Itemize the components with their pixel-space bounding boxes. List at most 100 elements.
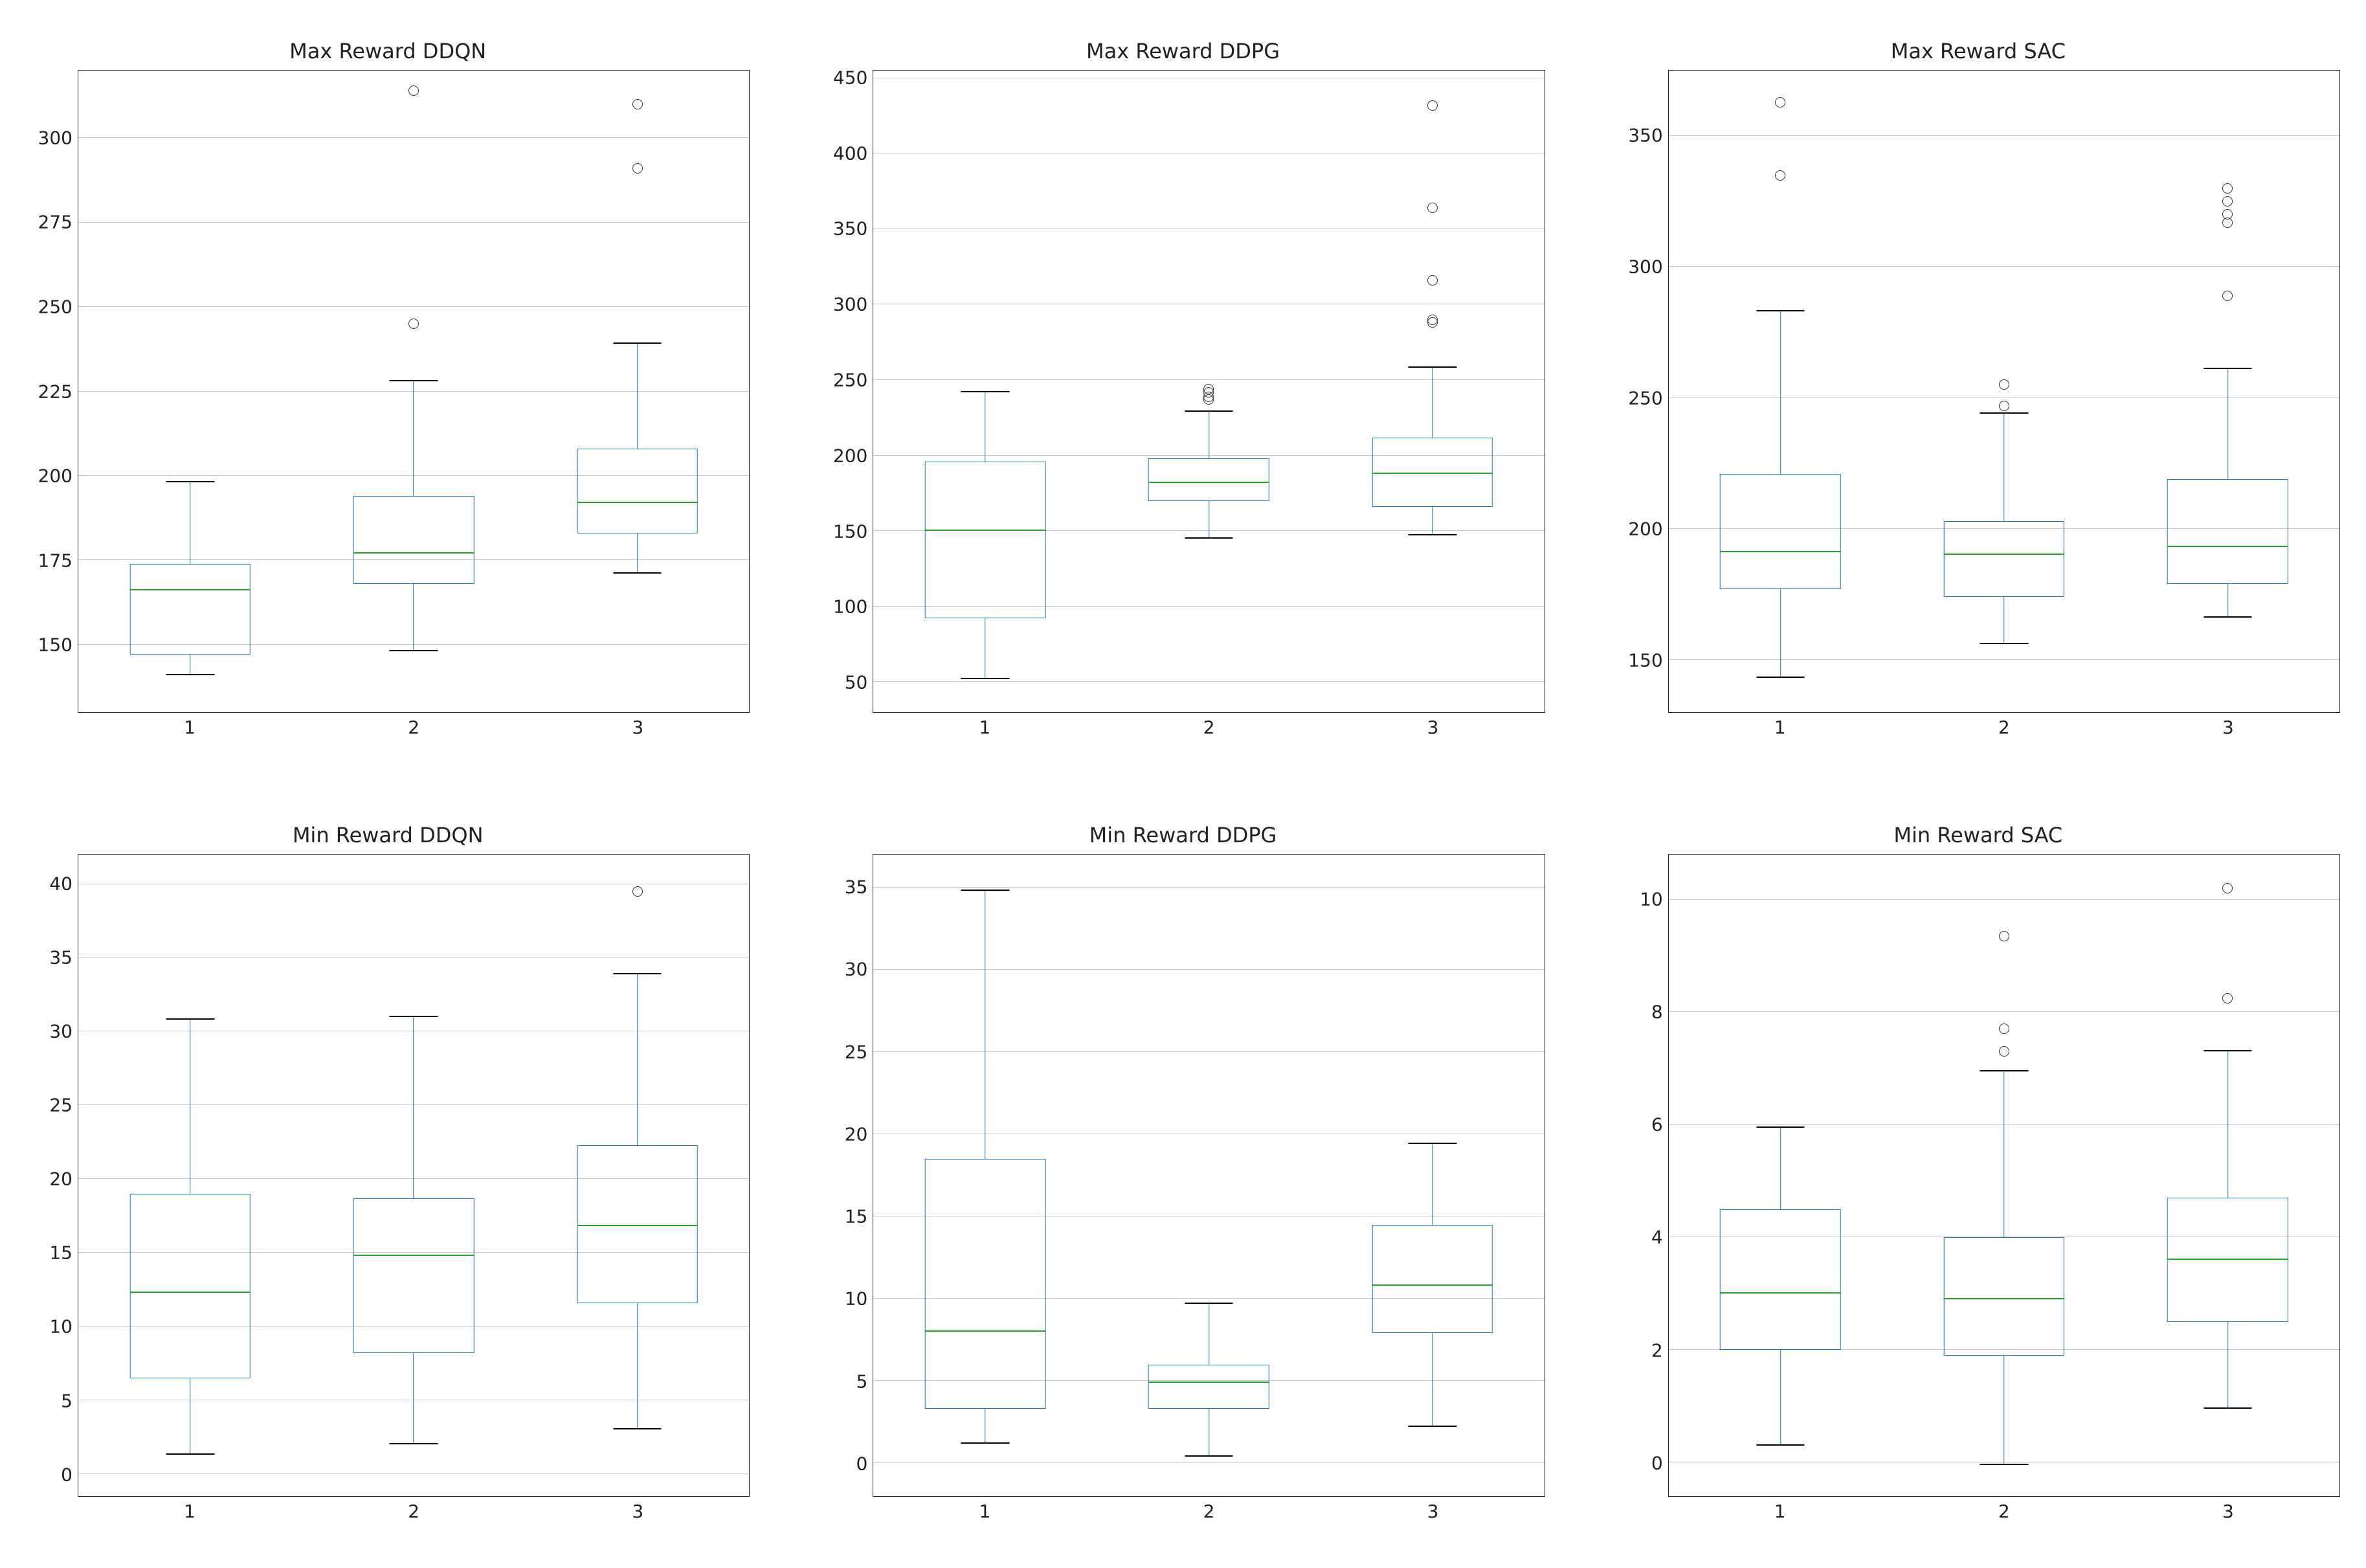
median-line: [1720, 1292, 1841, 1294]
panel-title: Min Reward DDQN: [26, 823, 750, 847]
x-tick-label: 2: [1203, 1501, 1215, 1522]
median-line: [577, 502, 698, 503]
cap-low: [1756, 1444, 1805, 1446]
cap-high: [2204, 1050, 2252, 1051]
y-tick-labels: 05101520253035: [821, 854, 873, 1497]
cap-high: [2204, 368, 2252, 369]
plot-wrap: 05101520253035: [821, 854, 1545, 1497]
y-tick-labels: 50100150200250300350400450: [821, 70, 873, 713]
iqr-box: [1944, 521, 2065, 597]
cap-high: [390, 1016, 438, 1017]
y-tick-label: 20: [845, 1123, 868, 1145]
whisker-high: [637, 974, 638, 1145]
panel-min_ddpg: Min Reward DDPG05101520253035123: [821, 823, 1545, 1529]
x-tick-label: 2: [1998, 1501, 2010, 1522]
iqr-box: [1372, 1225, 1493, 1334]
x-tick-label: 2: [1998, 717, 2010, 738]
whisker-low: [1432, 1333, 1433, 1427]
outlier-marker: [408, 85, 419, 96]
cap-high: [390, 380, 438, 381]
y-tick-label: 450: [833, 67, 867, 88]
y-tick-label: 35: [49, 946, 73, 968]
x-tick-label: 1: [184, 717, 195, 738]
boxplot-group: [577, 855, 698, 1496]
x-tick-label: 3: [1427, 717, 1439, 738]
x-tick-labels: 123: [1668, 713, 2340, 745]
median-line: [129, 589, 251, 590]
whisker-high: [985, 891, 986, 1159]
whisker-low: [1780, 1350, 1781, 1446]
y-tick-label: 10: [49, 1316, 73, 1338]
cap-low: [1756, 677, 1805, 678]
cap-low: [390, 1443, 438, 1444]
y-tick-label: 200: [833, 445, 867, 466]
boxplot-group: [129, 855, 251, 1496]
y-tick-label: 5: [61, 1390, 73, 1411]
y-tick-label: 5: [856, 1371, 868, 1392]
y-tick-label: 275: [38, 212, 73, 233]
plot-area: [1668, 854, 2340, 1497]
cap-high: [613, 973, 662, 974]
median-line: [925, 530, 1046, 531]
panel-min_ddqn: Min Reward DDQN0510152025303540123: [26, 823, 750, 1529]
outlier-marker: [1999, 1024, 2009, 1034]
outlier-marker: [2222, 291, 2233, 301]
iqr-box: [1148, 1365, 1269, 1409]
median-line: [129, 1292, 251, 1293]
cap-high: [961, 890, 1010, 891]
cap-low: [1409, 534, 1457, 535]
y-tick-label: 2: [1651, 1339, 1663, 1361]
outlier-marker: [1999, 1046, 2009, 1057]
whisker-low: [985, 1409, 986, 1443]
cap-high: [1185, 1303, 1233, 1304]
panel-max_ddpg: Max Reward DDPG5010015020025030035040045…: [821, 39, 1545, 745]
cap-low: [961, 678, 1010, 679]
y-tick-label: 300: [1628, 256, 1662, 277]
y-tick-label: 350: [833, 218, 867, 240]
outlier-marker: [2222, 993, 2233, 1003]
median-line: [1372, 473, 1493, 474]
whisker-low: [2003, 597, 2004, 644]
y-tick-label: 250: [833, 369, 867, 390]
whisker-high: [2227, 369, 2228, 479]
y-tick-label: 400: [833, 142, 867, 164]
cap-low: [1185, 537, 1233, 539]
cap-high: [1409, 366, 1457, 368]
panel-title: Max Reward DDPG: [821, 39, 1545, 63]
median-line: [1372, 1284, 1493, 1286]
y-tick-labels: 0510152025303540: [26, 854, 78, 1497]
outlier-marker: [1427, 315, 1438, 325]
plot-wrap: 150175200225250275300: [26, 70, 750, 713]
plot-area: [78, 70, 750, 713]
cap-low: [613, 572, 662, 574]
x-tick-label: 3: [1427, 1501, 1439, 1522]
outlier-marker: [1775, 170, 1785, 181]
cap-high: [1409, 1143, 1457, 1144]
plot-wrap: 0510152025303540: [26, 854, 750, 1497]
y-tick-label: 15: [49, 1242, 73, 1264]
iqr-box: [577, 1145, 698, 1303]
x-tick-label: 1: [184, 1501, 195, 1522]
y-tick-label: 50: [845, 672, 868, 693]
boxplot-group: [1944, 855, 2065, 1496]
outlier-marker: [1427, 203, 1438, 213]
outlier-marker: [2222, 196, 2233, 207]
x-tick-labels: 123: [78, 1497, 750, 1529]
cap-low: [613, 1428, 662, 1429]
y-tick-label: 8: [1651, 1001, 1663, 1022]
iqr-box: [1720, 1209, 1841, 1350]
whisker-low: [2227, 1322, 2228, 1409]
x-tick-label: 1: [1774, 1501, 1786, 1522]
x-tick-labels: 123: [1668, 1497, 2340, 1529]
cap-high: [1756, 1126, 1805, 1128]
boxplot-group: [1720, 855, 1841, 1496]
outlier-marker: [1999, 401, 2009, 411]
outlier-marker: [632, 99, 643, 109]
outlier-marker: [2222, 183, 2233, 194]
y-tick-label: 300: [833, 294, 867, 315]
y-tick-label: 6: [1651, 1114, 1663, 1136]
iqr-box: [1944, 1237, 2065, 1356]
boxplot-group: [353, 855, 474, 1496]
whisker-high: [1780, 1128, 1781, 1209]
whisker-high: [2003, 1071, 2004, 1237]
